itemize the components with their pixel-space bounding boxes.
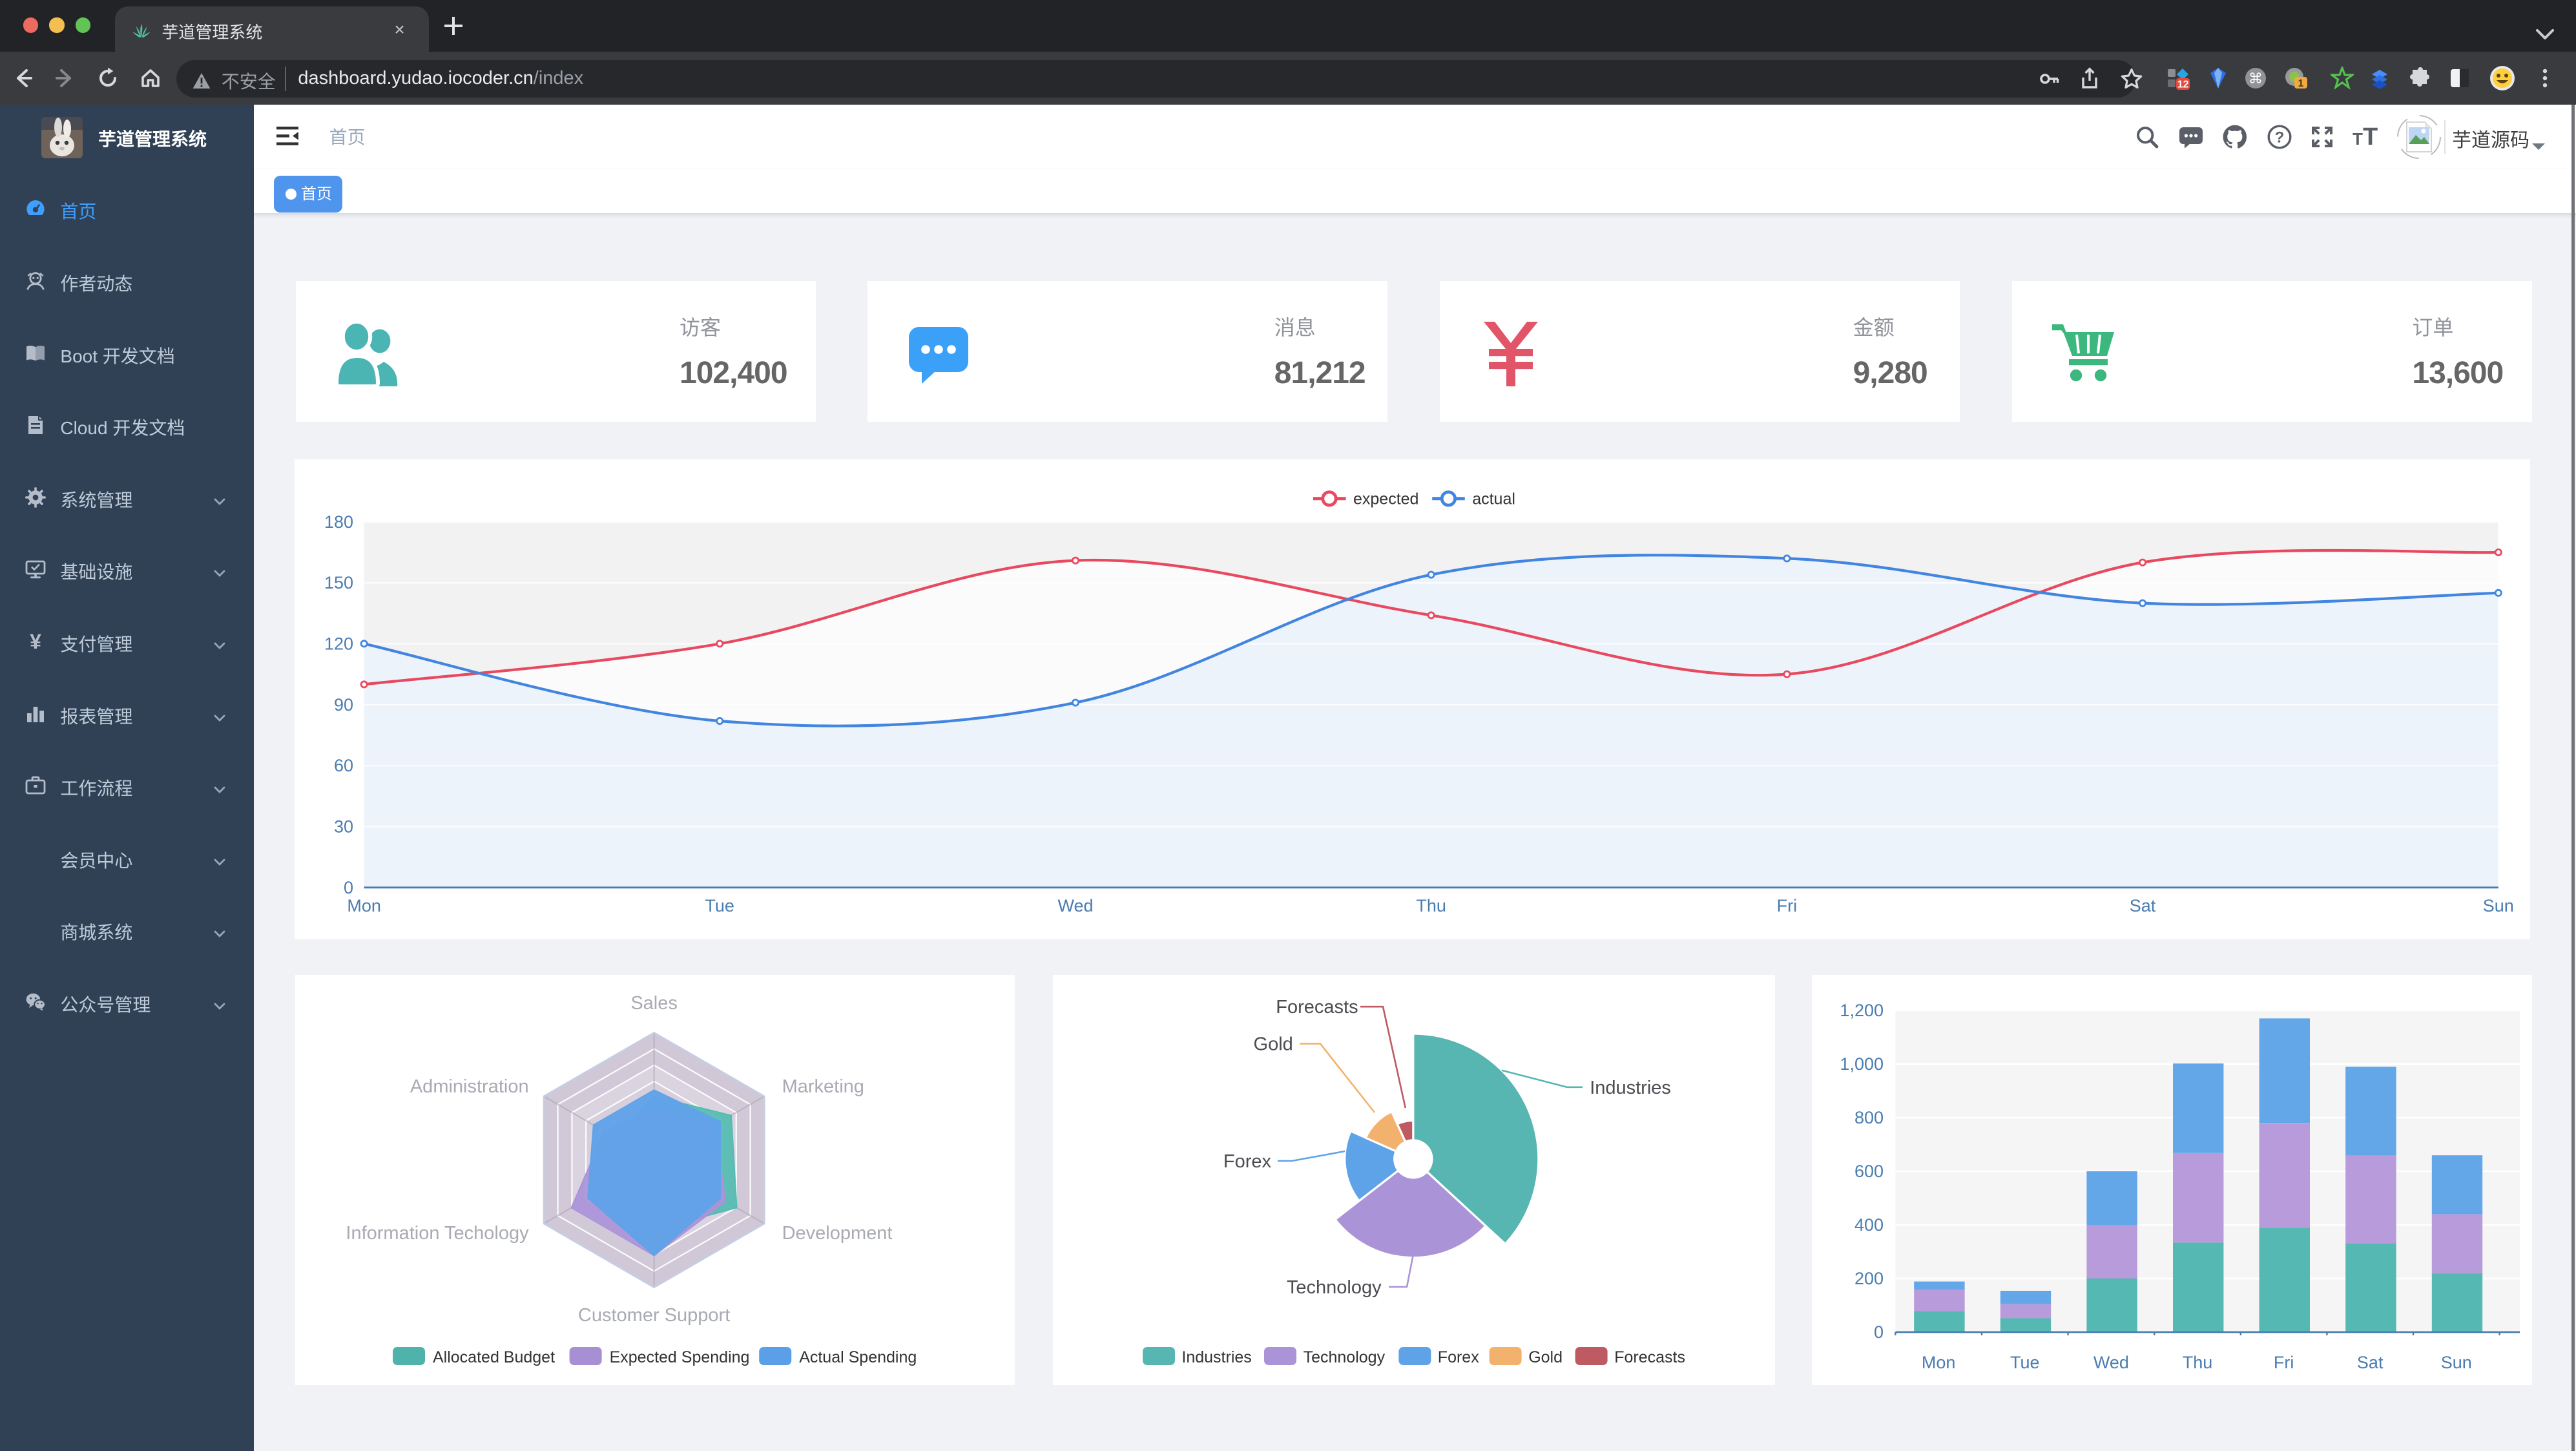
svg-text:¥: ¥: [30, 631, 41, 652]
svg-text:Allocated Budget: Allocated Budget: [433, 1348, 555, 1366]
svg-text:800: 800: [1854, 1108, 1884, 1127]
svg-text:Fri: Fri: [1777, 896, 1797, 915]
svg-text:Thu: Thu: [2183, 1353, 2213, 1372]
svg-text:Gold: Gold: [1254, 1034, 1293, 1055]
svg-text:Wed: Wed: [2093, 1353, 2129, 1372]
svg-text:Gold: Gold: [1528, 1348, 1563, 1366]
svg-text:90: 90: [334, 695, 353, 715]
svg-text:1,000: 1,000: [1840, 1054, 1884, 1074]
svg-text:0: 0: [1874, 1322, 1884, 1342]
svg-text:⌘: ⌘: [2249, 70, 2263, 87]
svg-text:Tue: Tue: [705, 896, 734, 915]
svg-text:Forecasts: Forecasts: [1276, 997, 1358, 1018]
svg-text:30: 30: [334, 817, 353, 836]
svg-text:0: 0: [344, 878, 353, 897]
svg-text:Expected Spending: Expected Spending: [610, 1348, 750, 1366]
svg-text:T: T: [2363, 124, 2378, 150]
svg-text:12: 12: [2177, 79, 2189, 90]
svg-text:Industries: Industries: [1181, 1348, 1251, 1366]
svg-text:1,200: 1,200: [1840, 1001, 1884, 1020]
svg-text:1: 1: [2298, 78, 2304, 89]
svg-text:expected: expected: [1353, 490, 1418, 508]
svg-text:Sat: Sat: [2357, 1353, 2384, 1372]
svg-text:Wed: Wed: [1057, 896, 1093, 915]
svg-text:180: 180: [324, 512, 353, 532]
svg-text:Sat: Sat: [2130, 896, 2156, 915]
svg-text:Tue: Tue: [2010, 1353, 2040, 1372]
svg-text:400: 400: [1854, 1215, 1884, 1235]
svg-text:Marketing: Marketing: [782, 1076, 864, 1097]
svg-text:Customer Support: Customer Support: [578, 1305, 730, 1326]
svg-text:Development: Development: [782, 1223, 893, 1244]
svg-text:Industries: Industries: [1590, 1078, 1671, 1098]
svg-text:600: 600: [1854, 1162, 1884, 1181]
svg-text:Forecasts: Forecasts: [1614, 1348, 1685, 1366]
svg-text:Sales: Sales: [630, 993, 678, 1014]
svg-text:Forex: Forex: [1438, 1348, 1479, 1366]
svg-text:Information Techology: Information Techology: [346, 1223, 529, 1244]
svg-text:?: ?: [2275, 129, 2285, 146]
svg-text:60: 60: [334, 756, 353, 775]
svg-text:Sun: Sun: [2441, 1353, 2472, 1372]
svg-text:Forex: Forex: [1223, 1151, 1272, 1172]
svg-text:Actual Spending: Actual Spending: [799, 1348, 917, 1366]
svg-text:Mon: Mon: [347, 896, 381, 915]
svg-text:Sun: Sun: [2483, 896, 2514, 915]
svg-text:120: 120: [324, 634, 353, 653]
svg-text:200: 200: [1854, 1269, 1884, 1288]
svg-text:Fri: Fri: [2274, 1353, 2294, 1372]
svg-text:150: 150: [324, 573, 353, 592]
svg-text:T: T: [2353, 129, 2363, 149]
svg-text:Thu: Thu: [1416, 896, 1446, 915]
svg-text:actual: actual: [1472, 490, 1515, 508]
svg-text:Technology: Technology: [1304, 1348, 1386, 1366]
svg-text:Mon: Mon: [1922, 1353, 1956, 1372]
svg-text:Administration: Administration: [410, 1076, 529, 1097]
svg-text:Technology: Technology: [1287, 1277, 1382, 1298]
